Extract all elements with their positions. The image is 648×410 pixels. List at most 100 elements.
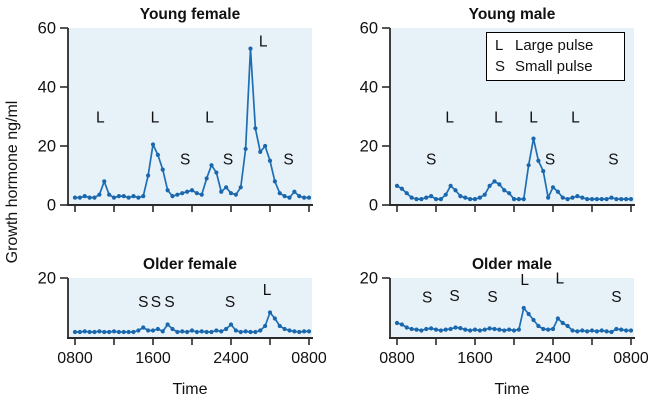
older-female-data-point	[87, 329, 92, 335]
older-female-data-point	[302, 329, 307, 334]
young-male-data-point	[536, 158, 541, 163]
young-female-data-point	[155, 152, 160, 157]
older-female-data-point	[204, 329, 209, 335]
young-female-pulse-label-L: L	[151, 109, 160, 126]
young-male-y-tick-label: 60	[360, 20, 378, 38]
young-female-data-point	[126, 195, 131, 200]
young-male-data-point	[628, 197, 634, 202]
young-female-data-point	[165, 188, 170, 193]
young-female-data-point	[102, 179, 107, 184]
older-male-pulse-label-S: S	[487, 289, 497, 306]
older-male-data-point	[502, 328, 507, 333]
young-male-data-point	[575, 194, 580, 199]
young-female-data-point	[272, 179, 277, 184]
older-male-x-tick-label: 1600	[457, 350, 493, 367]
young-male-y-tick-label: 40	[360, 79, 378, 97]
older-male-data-point	[516, 327, 521, 332]
young-female-data-point	[160, 167, 165, 172]
older-male-data-point	[599, 328, 604, 333]
older-male-data-point	[531, 317, 536, 323]
older-male-data-point	[619, 327, 624, 332]
older-female-data-point	[175, 329, 180, 335]
older-female-data-point	[224, 326, 229, 332]
older-male-data-point	[463, 327, 468, 332]
older-male-data-point	[526, 311, 531, 317]
young-male-data-point	[594, 197, 599, 202]
older-female-data-point	[165, 322, 170, 327]
young-male-pulse-label-L: L	[529, 109, 538, 126]
young-male-data-point	[487, 183, 492, 188]
older-male-data-point	[589, 328, 595, 333]
older-female-data-point	[111, 329, 117, 334]
legend-row-small-pulse: S Small pulse	[495, 56, 620, 77]
young-female-y-tick-label: 60	[38, 20, 56, 38]
young-female-pulse-label-S: S	[283, 151, 293, 168]
young-male-data-point	[433, 197, 439, 202]
young-female-y-tick-label: 0	[47, 197, 56, 215]
older-male-data-point	[414, 327, 419, 332]
young-male-data-point	[521, 197, 526, 202]
young-female-data-point	[219, 189, 224, 194]
legend-label-small: Small pulse	[515, 58, 593, 75]
older-female-pulse-label-L: L	[263, 282, 272, 299]
young-female-data-point	[297, 194, 302, 199]
older-male-data-point	[477, 328, 482, 333]
older-female-data-point	[72, 329, 78, 335]
older-male-data-point	[409, 326, 414, 332]
older-female-data-point	[107, 329, 112, 335]
older-female-data-point	[150, 328, 156, 333]
young-female-series-markers	[72, 46, 312, 200]
young-male-data-point	[468, 197, 473, 202]
legend: L Large pulse S Small pulse	[486, 32, 625, 81]
older-female-data-point	[131, 329, 136, 335]
older-male-title: Older male	[472, 256, 552, 273]
older-female-data-point	[287, 328, 292, 333]
older-male-data-point	[419, 328, 424, 333]
young-female-y-tick-label: 20	[38, 138, 56, 156]
young-female-data-point	[97, 192, 102, 197]
young-female-data-point	[180, 191, 185, 196]
older-female-data-point	[160, 329, 165, 334]
young-male-data-point	[560, 195, 565, 200]
older-male-data-point	[546, 327, 551, 332]
young-male-data-point	[580, 195, 585, 200]
young-female-data-point	[199, 192, 204, 197]
young-female-data-point	[121, 194, 126, 199]
young-male-data-point	[463, 195, 468, 200]
older-male-data-point	[394, 320, 400, 326]
young-male-pulse-label-S: S	[426, 151, 436, 168]
older-male-data-point	[458, 326, 463, 331]
older-male-pulse-label-L: L	[520, 272, 529, 289]
young-male-data-point	[541, 168, 546, 174]
young-female-data-point	[267, 158, 273, 163]
older-female-data-point	[121, 329, 126, 335]
older-female-data-point	[82, 329, 87, 334]
x-axis-label-right: Time	[494, 381, 530, 398]
young-male-data-point	[458, 194, 463, 199]
young-male-data-point	[511, 197, 517, 202]
older-male-pulse-label-S: S	[449, 288, 459, 305]
older-female-data-point	[238, 329, 243, 335]
young-female-data-point	[248, 46, 253, 51]
older-male-data-point	[614, 326, 619, 332]
young-female-pulse-label-L: L	[259, 33, 268, 50]
young-male-data-point	[482, 192, 487, 197]
older-female-pulse-label-S: S	[151, 294, 161, 311]
older-female-data-point	[243, 329, 248, 334]
older-female-plot-area	[68, 278, 312, 338]
older-male-data-point	[541, 326, 546, 332]
older-male-data-point	[492, 326, 497, 332]
older-female-pulse-label-S: S	[225, 294, 235, 311]
older-female-data-point	[102, 329, 107, 335]
young-female-data-point	[277, 191, 282, 196]
older-male-data-point	[497, 327, 502, 332]
young-female-data-point	[87, 195, 92, 200]
older-female-data-point	[282, 326, 287, 332]
young-female-data-point	[170, 194, 175, 199]
young-female-data-point	[214, 170, 219, 175]
older-female-series-markers	[72, 310, 312, 335]
older-male-series-markers	[394, 305, 634, 335]
young-female-data-point	[209, 163, 214, 168]
older-male-data-point	[628, 328, 634, 333]
young-male-data-point	[492, 179, 497, 184]
